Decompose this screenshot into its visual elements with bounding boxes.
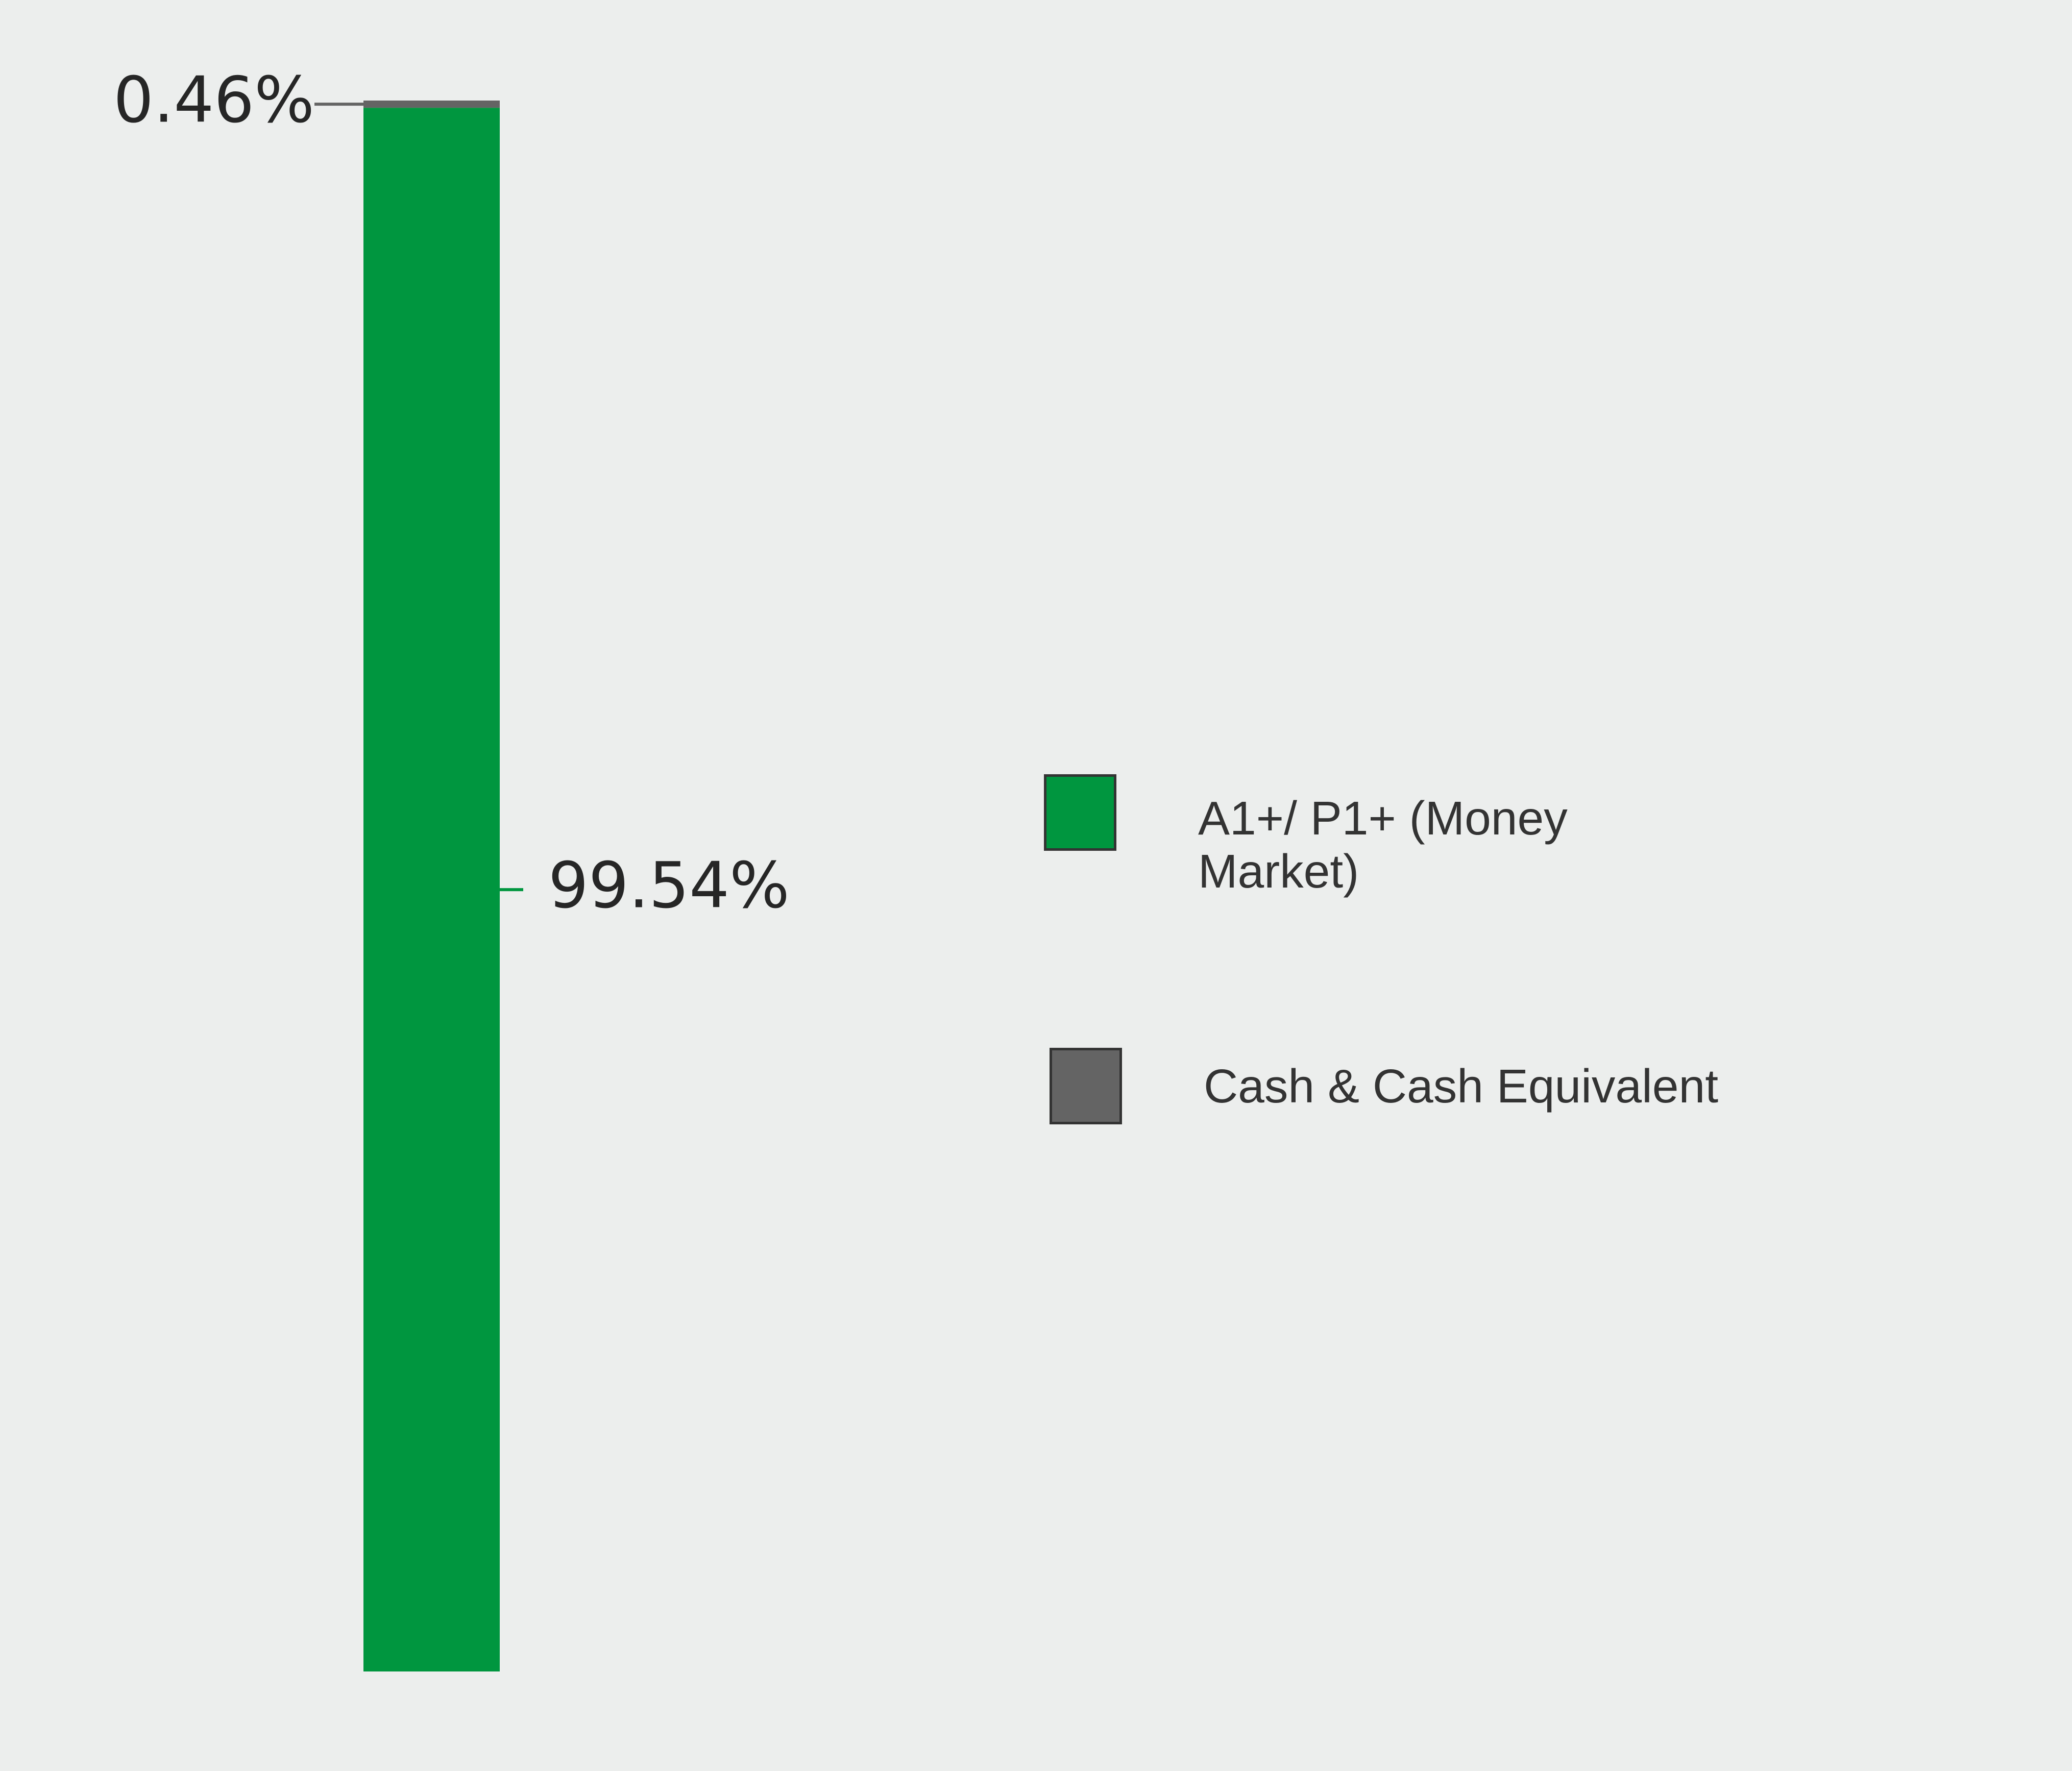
value-label: 99.54% (548, 849, 790, 922)
bar-segment (363, 108, 500, 1672)
legend-item: Cash & Cash Equivalent (1050, 1048, 1718, 1124)
legend-label: Cash & Cash Equivalent (1204, 1060, 1719, 1113)
value-label: 0.46% (113, 63, 314, 137)
legend-swatch (1044, 774, 1116, 851)
bar-segment (363, 101, 500, 108)
legend-item: A1+/ P1+ (Money Market) (1044, 774, 1657, 898)
legend-swatch (1050, 1048, 1122, 1124)
legend-label: A1+/ P1+ (Money Market) (1198, 792, 1568, 898)
